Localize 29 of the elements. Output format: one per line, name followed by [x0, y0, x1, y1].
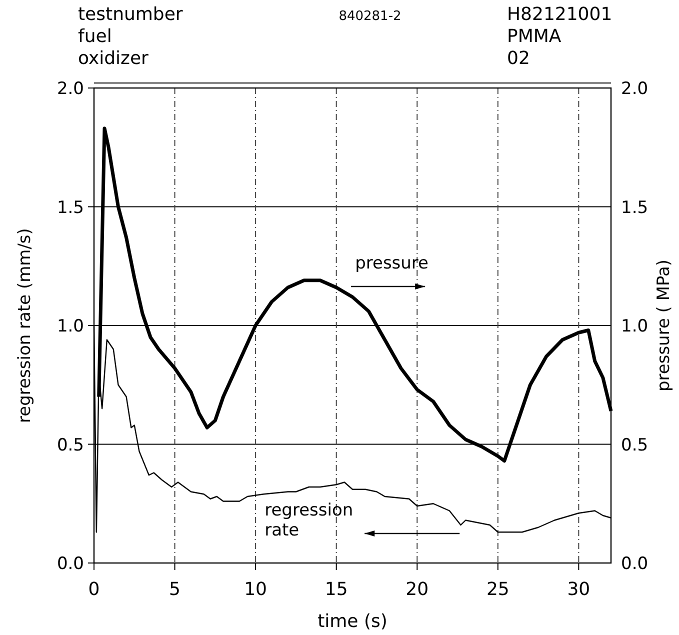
series-label: regression rate: [264, 500, 354, 540]
x-tick-label: 30: [567, 579, 590, 600]
text: testnumber: [78, 4, 184, 25]
y2-tick-label: 2.0: [621, 79, 648, 99]
text: H82121001: [507, 4, 612, 25]
y2-axis-title: pressure ( MPa): [654, 259, 674, 392]
x-tick-label: 5: [169, 579, 181, 600]
text: 02: [507, 48, 530, 69]
y2-tick-label: 0.5: [621, 435, 648, 456]
y-tick-label: 2.0: [56, 79, 84, 99]
y-tick-label: 0.5: [56, 435, 84, 456]
y-tick-label: 1.5: [56, 198, 84, 218]
text: fuel: [78, 26, 112, 47]
y-axis-title: regression rate (mm/s): [15, 228, 35, 423]
y2-tick-label: 1.0: [621, 316, 648, 336]
x-tick-label: 25: [486, 579, 510, 600]
x-tick-label: 15: [324, 579, 348, 600]
text: oxidizer: [78, 48, 150, 69]
y2-tick-label: 0.0: [621, 554, 648, 574]
y-tick-label: 1.0: [56, 316, 84, 336]
y-tick-label: 0.0: [56, 554, 84, 574]
text: PMMA: [507, 26, 562, 47]
text: 840281-2: [338, 9, 402, 24]
x-axis-title: time (s): [318, 611, 388, 632]
series-label: pressure: [355, 254, 429, 274]
y2-tick-label: 1.5: [621, 198, 648, 218]
x-tick-label: 0: [88, 579, 100, 600]
x-tick-label: 10: [244, 579, 268, 600]
x-tick-label: 20: [406, 579, 429, 600]
